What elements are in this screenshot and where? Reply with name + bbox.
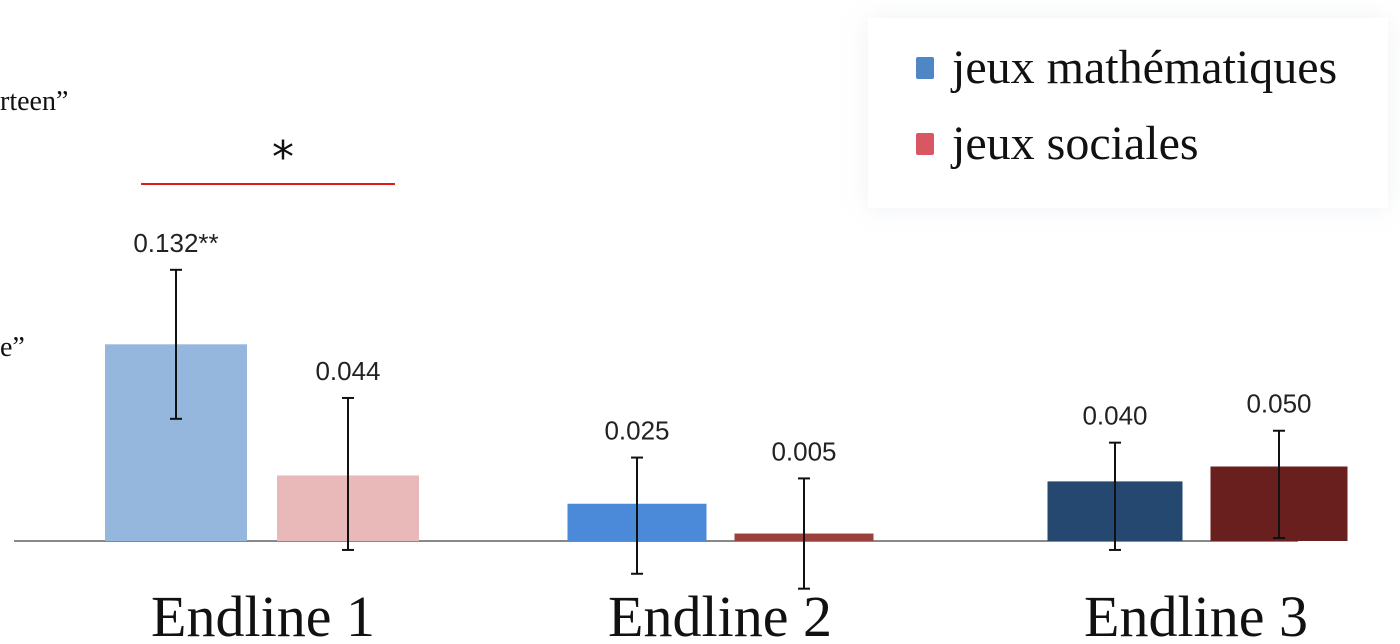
value-label-social-1: 0.044 bbox=[315, 356, 380, 386]
legend-swatch-social-games bbox=[916, 133, 934, 155]
value-label-social-3: 0.050 bbox=[1246, 389, 1311, 419]
legend-item-social-games: jeux sociales bbox=[916, 120, 1199, 168]
category-label-1: Endline 1 bbox=[151, 584, 375, 644]
category-label-2: Endline 2 bbox=[608, 584, 832, 644]
value-label-math-3: 0.040 bbox=[1082, 401, 1147, 431]
category-label-3: Endline 3 bbox=[1084, 584, 1308, 644]
legend-item-math-games: jeux mathématiques bbox=[916, 44, 1337, 92]
cropped-text-fragment-top: rteen” bbox=[0, 86, 69, 117]
cropped-text-fragment-middle: e” bbox=[0, 332, 25, 363]
legend-swatch-math-games bbox=[916, 57, 934, 79]
value-label-math-1: 0.132** bbox=[133, 228, 218, 258]
value-label-math-2: 0.025 bbox=[604, 416, 669, 446]
legend-label-social-games: jeux sociales bbox=[952, 117, 1199, 170]
value-label-social-2: 0.005 bbox=[771, 436, 836, 466]
legend-label-math-games: jeux mathématiques bbox=[952, 41, 1338, 94]
legend: jeux mathématiques jeux sociales bbox=[868, 18, 1388, 208]
significance-star: * bbox=[272, 132, 294, 183]
